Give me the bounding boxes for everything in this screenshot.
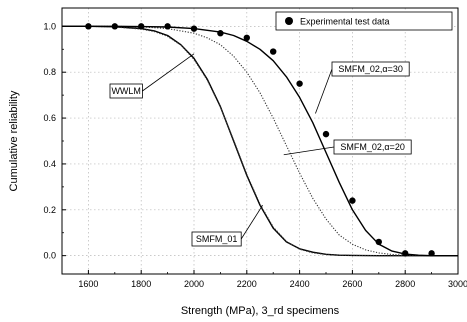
legend-entry-label: Experimental test data <box>300 17 390 27</box>
y-tick-label: 0.6 <box>43 113 56 123</box>
data-point <box>85 23 92 30</box>
x-tick-label: 2200 <box>237 279 257 289</box>
x-tick-label: 1800 <box>131 279 151 289</box>
annotation-leader <box>315 68 333 114</box>
points-layer <box>85 23 435 257</box>
data-point <box>349 197 356 204</box>
y-tick-label: 0.4 <box>43 159 56 169</box>
data-point <box>217 30 224 37</box>
annotation-leader <box>283 146 335 156</box>
data-point <box>111 23 119 30</box>
data-point <box>428 250 435 257</box>
x-tick-label: 3000 <box>448 279 467 289</box>
annotation-leader <box>240 204 263 240</box>
legend: Experimental test data <box>275 11 453 31</box>
annotation-label: SMFM_02,α=20 <box>340 142 404 152</box>
x-tick-label: 2800 <box>395 279 415 289</box>
annotation-box <box>331 61 410 77</box>
legend-box <box>275 11 453 31</box>
data-point <box>296 80 303 87</box>
curves-layer <box>62 25 458 257</box>
data-point <box>322 130 330 138</box>
annotations-layer: WWLM SMFM_02,α=30 SMFM_02,α=20 SMFM_01 <box>109 53 412 247</box>
y-tick-label: 1.0 <box>43 21 56 31</box>
annotation-label: WWLM <box>111 86 141 96</box>
annotation-leader <box>142 53 195 92</box>
data-point <box>402 250 409 257</box>
annotation-box <box>333 139 412 155</box>
data-point <box>270 48 277 55</box>
data-point <box>190 25 198 32</box>
x-tick-label: 2000 <box>184 279 204 289</box>
y-tick-label: 0.8 <box>43 67 56 77</box>
ticks-layer: 1600 1800 2000 2200 2400 2600 2800 3000 0.0 0.2 0.… <box>43 21 467 289</box>
x-tick-label: 2600 <box>342 279 362 289</box>
y-axis-title: Cumulative reliability <box>8 90 20 191</box>
legend-marker <box>285 17 293 25</box>
annotation-label: SMFM_01 <box>196 234 238 244</box>
annotation-label: SMFM_02,α=30 <box>338 64 402 74</box>
data-point <box>243 34 250 42</box>
series-line-smfm-02-alpha-30 <box>62 25 458 257</box>
data-point <box>164 23 171 30</box>
x-axis-title: Strength (MPa), 3_rd specimens <box>181 305 340 317</box>
series-line-smfm-01 <box>62 25 458 257</box>
y-tick-label: 0.2 <box>43 205 56 215</box>
annotation-box <box>109 83 143 99</box>
annotation-box <box>191 231 242 247</box>
data-point <box>375 238 382 246</box>
x-tick-label: 2400 <box>290 279 310 289</box>
x-tick-label: 1600 <box>78 279 98 289</box>
data-point <box>138 23 145 30</box>
series-line-smfm-02-alpha-20 <box>62 25 458 257</box>
y-tick-label: 0.0 <box>43 251 56 261</box>
